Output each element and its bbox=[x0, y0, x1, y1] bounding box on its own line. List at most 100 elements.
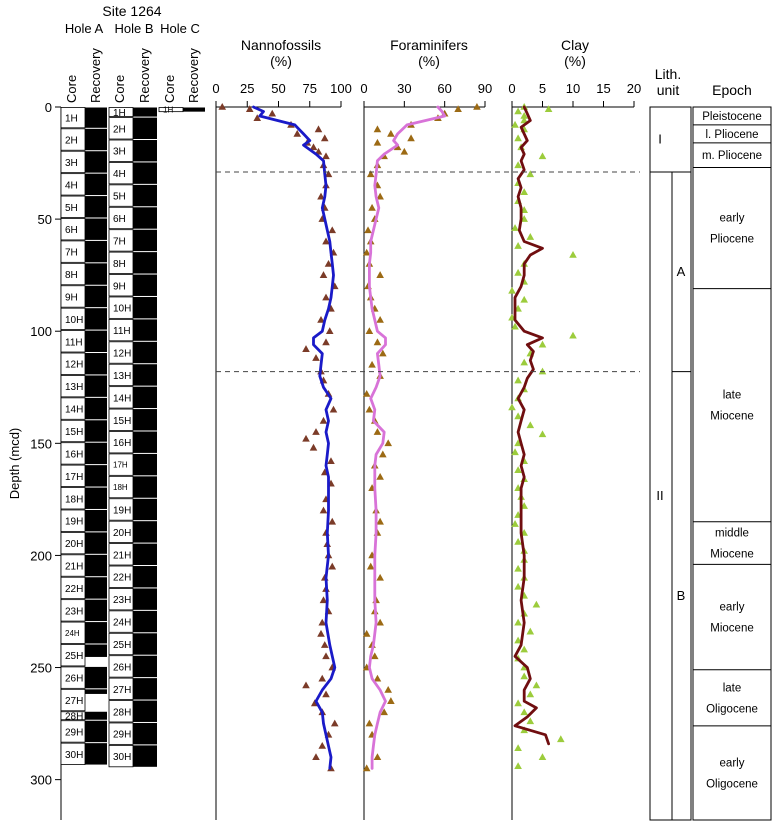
core-label: 10H bbox=[113, 304, 131, 315]
recovery-bar bbox=[133, 140, 157, 162]
recovery-bar bbox=[133, 207, 157, 229]
core-label: 2H bbox=[113, 124, 126, 135]
data-point bbox=[520, 111, 528, 119]
core-label: 4H bbox=[113, 169, 126, 180]
x-tick-label: 20 bbox=[627, 81, 641, 96]
data-point bbox=[376, 517, 384, 525]
data-point bbox=[253, 114, 262, 122]
epoch-label: late bbox=[723, 390, 742, 402]
epoch-label: Pleistocene bbox=[702, 111, 761, 123]
data-point bbox=[384, 439, 392, 447]
data-point bbox=[365, 405, 374, 413]
recovery-bar bbox=[133, 184, 157, 207]
data-point bbox=[364, 226, 372, 234]
recovery-bar bbox=[85, 487, 107, 509]
core-label: 21H bbox=[65, 562, 83, 573]
data-point bbox=[557, 735, 565, 743]
core-label: 16H bbox=[113, 438, 131, 449]
core-label: 9H bbox=[113, 281, 126, 292]
depth-tick-label: 0 bbox=[45, 100, 52, 115]
core-label: 23H bbox=[113, 595, 131, 606]
depth-axis-title: Depth (mcd) bbox=[7, 428, 22, 500]
core-label: 18H bbox=[65, 494, 83, 505]
epoch-label: Oligocene bbox=[706, 703, 758, 715]
recovery-bar bbox=[85, 577, 107, 599]
core-label: 23H bbox=[65, 606, 83, 617]
recovery-bar bbox=[183, 107, 205, 112]
epoch-frame bbox=[692, 106, 772, 821]
x-tick-label: 10 bbox=[566, 81, 580, 96]
data-point bbox=[569, 250, 577, 258]
recovery-bar bbox=[85, 689, 107, 694]
data-point bbox=[379, 349, 387, 357]
data-point bbox=[400, 147, 409, 155]
hole-name: Hole A bbox=[65, 21, 104, 36]
data-point bbox=[373, 428, 382, 435]
data-point bbox=[526, 233, 535, 240]
data-point bbox=[362, 248, 371, 256]
data-point bbox=[293, 129, 302, 137]
epoch-label: Oligocene bbox=[706, 778, 758, 790]
core-label: 29H bbox=[65, 727, 83, 738]
core-label: 7H bbox=[113, 236, 126, 247]
recovery-bar bbox=[85, 285, 107, 308]
data-point bbox=[514, 466, 522, 474]
recovery-bar bbox=[85, 420, 107, 442]
core-label: 15H bbox=[65, 427, 83, 438]
data-point bbox=[376, 192, 384, 200]
recovery-bar bbox=[85, 644, 107, 657]
data-point bbox=[320, 641, 329, 648]
data-point bbox=[514, 134, 522, 142]
hole-c-column: Hole C Core Recovery 1H bbox=[158, 21, 205, 115]
epoch-label: early bbox=[720, 213, 745, 225]
panel-unit: (%) bbox=[418, 53, 440, 69]
data-point bbox=[373, 674, 382, 682]
core-label: 2H bbox=[65, 136, 78, 147]
data-point bbox=[538, 430, 547, 438]
recovery-bar bbox=[85, 263, 107, 285]
lith-unit-label: I bbox=[658, 132, 662, 147]
data-point bbox=[365, 327, 374, 335]
epoch-label: Miocene bbox=[710, 623, 753, 635]
data-point bbox=[514, 636, 522, 644]
recovery-bar bbox=[85, 330, 107, 353]
epoch-label: Pliocene bbox=[710, 234, 754, 246]
core-label: 21H bbox=[113, 550, 131, 561]
recovery-bar bbox=[133, 521, 157, 543]
core-label: 22H bbox=[65, 584, 83, 595]
core-label: 15H bbox=[113, 416, 131, 427]
recovery-bar bbox=[133, 745, 157, 767]
core-label: 12H bbox=[65, 360, 83, 371]
recovery-bar bbox=[85, 218, 107, 240]
core-label: 4H bbox=[65, 180, 78, 191]
data-point bbox=[309, 143, 318, 151]
data-point bbox=[508, 403, 516, 411]
core-label: 28H bbox=[113, 707, 131, 718]
data-point bbox=[538, 152, 547, 160]
data-point bbox=[319, 506, 328, 514]
data-point bbox=[322, 338, 330, 346]
recovery-bar bbox=[85, 196, 107, 218]
data-point bbox=[312, 428, 320, 435]
series-line bbox=[513, 105, 550, 746]
recovery-bar bbox=[133, 162, 157, 184]
core-label: 19H bbox=[65, 517, 83, 528]
depth-tick-label: 50 bbox=[38, 212, 52, 227]
data-point bbox=[317, 629, 325, 637]
panel-title: Clay bbox=[561, 37, 589, 53]
data-point bbox=[526, 627, 535, 635]
data-point bbox=[218, 103, 227, 110]
data-point bbox=[520, 295, 528, 303]
recovery-bar bbox=[133, 566, 157, 588]
recovery-bar bbox=[133, 296, 157, 319]
data-point bbox=[538, 340, 547, 348]
recovery-bar bbox=[133, 431, 157, 453]
recovery-bar bbox=[133, 655, 157, 678]
recovery-bar bbox=[85, 375, 107, 397]
data-point bbox=[322, 152, 330, 160]
core-label: 17H bbox=[113, 461, 128, 470]
data-point bbox=[366, 170, 375, 178]
recovery-bar bbox=[133, 229, 157, 252]
core-label: 27H bbox=[65, 696, 83, 707]
x-tick-label: 5 bbox=[539, 81, 546, 96]
